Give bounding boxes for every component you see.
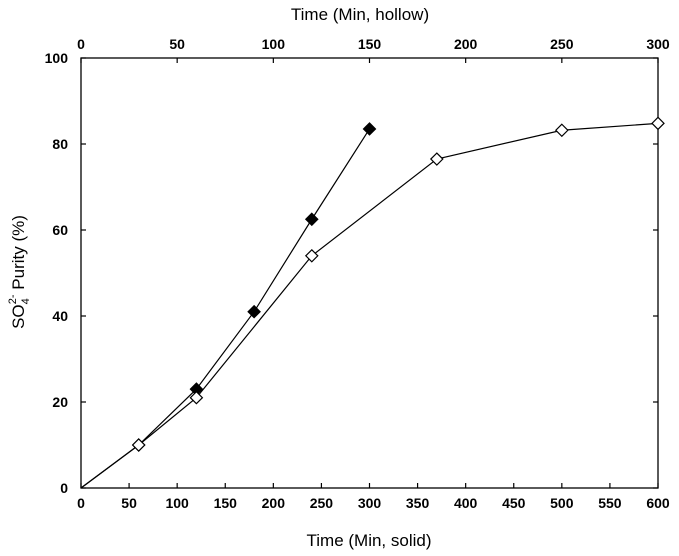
filled-diamond-point	[362, 122, 377, 136]
x-bottom-tick-label: 400	[454, 495, 478, 511]
series-line-filled-diamond	[80, 128, 371, 489]
hollow-diamond-point	[429, 152, 444, 166]
x-top-tick-label: 150	[358, 36, 382, 52]
x-bottom-tick-label: 550	[598, 495, 622, 511]
series-line-hollow-diamond	[80, 122, 659, 489]
x-top-tick-label: 50	[169, 36, 185, 52]
x-bottom-tick-label: 0	[77, 495, 85, 511]
y-tick-label: 80	[52, 136, 68, 152]
axis-ticks	[80, 57, 659, 489]
y-tick-label: 60	[52, 222, 68, 238]
y-tick-label: 0	[60, 480, 68, 496]
x-top-tick-label: 250	[550, 36, 574, 52]
x-bottom-tick-label: 100	[165, 495, 189, 511]
x-bottom-tick-label: 250	[310, 495, 334, 511]
x-top-tick-label: 100	[262, 36, 286, 52]
y-tick-label: 20	[52, 394, 68, 410]
y-axis-title: SO42- Purity (%)	[7, 215, 32, 329]
x-bottom-tick-label: 600	[646, 495, 670, 511]
y-axis-title-base: SO	[9, 304, 28, 329]
series-layer	[80, 116, 665, 489]
x-bottom-axis-title: Time (Min, solid)	[307, 531, 432, 550]
filled-diamond-point	[247, 304, 261, 319]
filled-diamond-point	[304, 212, 319, 227]
hollow-diamond-point	[304, 248, 319, 263]
y-tick-label: 40	[52, 308, 68, 324]
y-axis-title-subscript: 4	[20, 298, 32, 304]
x-bottom-tick-label: 500	[550, 495, 574, 511]
x-top-tick-label: 0	[77, 36, 85, 52]
hollow-diamond-point	[131, 438, 146, 452]
x-bottom-tick-label: 150	[214, 495, 238, 511]
hollow-diamond-point	[554, 123, 569, 138]
hollow-diamond-point	[651, 116, 665, 131]
x-top-tick-label: 200	[454, 36, 478, 52]
hollow-diamond-point	[189, 390, 204, 405]
y-axis-title-superscript: 2-	[7, 294, 19, 304]
y-tick-label: 100	[45, 50, 69, 66]
x-bottom-tick-label: 450	[502, 495, 526, 511]
x-bottom-tick-label: 50	[121, 495, 137, 511]
x-bottom-tick-label: 200	[262, 495, 286, 511]
x-top-tick-label: 300	[646, 36, 670, 52]
x-bottom-tick-label: 300	[358, 495, 382, 511]
x-bottom-tick-label: 350	[406, 495, 430, 511]
x-top-axis-title: Time (Min, hollow)	[291, 5, 429, 24]
y-axis-title-rest: Purity (%)	[9, 215, 28, 294]
